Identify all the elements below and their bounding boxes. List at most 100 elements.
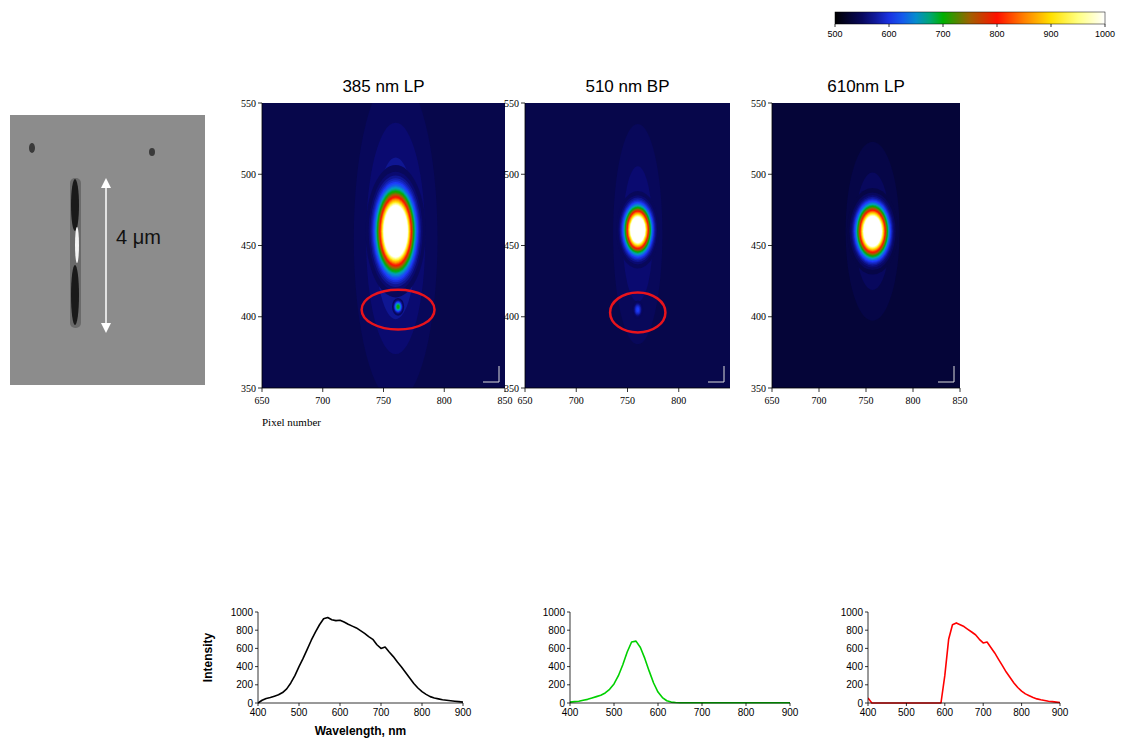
x-tick-label: 750 <box>376 395 391 406</box>
x-tick-label: 800 <box>671 395 686 406</box>
contour <box>618 195 657 264</box>
contour <box>630 216 645 243</box>
y-tick-label: 400 <box>236 661 253 672</box>
y-tick <box>768 388 772 389</box>
contour <box>630 217 645 243</box>
y-tick <box>258 174 262 175</box>
x-tick <box>983 703 984 706</box>
contour <box>372 180 418 282</box>
contour <box>861 212 884 251</box>
contour <box>376 187 416 275</box>
saturated-core <box>631 217 645 243</box>
contour <box>858 206 888 256</box>
x-axis-title: Wavelength, nm <box>315 724 407 738</box>
x-tick-label: 750 <box>859 395 874 406</box>
contour <box>855 201 890 261</box>
x-tick <box>868 703 869 706</box>
y-tick <box>567 612 570 613</box>
y-tick <box>865 666 868 667</box>
contour <box>392 298 404 316</box>
y-axis-title: Intensity <box>201 633 215 683</box>
x-tick <box>1060 703 1061 706</box>
colorbar <box>835 12 1105 24</box>
y-tick-label: 400 <box>846 661 863 672</box>
emission-spot <box>366 165 426 297</box>
contour <box>373 182 418 280</box>
y-tick-label: 400 <box>504 311 519 322</box>
scale-label: 4 μm <box>116 226 161 248</box>
contour <box>860 210 885 252</box>
y-tick-label: 1000 <box>841 607 864 618</box>
contour <box>375 185 417 278</box>
contour <box>394 301 401 312</box>
y-tick <box>258 245 262 246</box>
contour <box>625 207 650 252</box>
y-tick-label: 500 <box>751 169 766 180</box>
contour <box>628 212 648 247</box>
contour <box>379 195 412 268</box>
contour <box>623 204 652 255</box>
emission-spot <box>847 188 898 275</box>
x-axis-title: Pixel number <box>262 416 321 428</box>
contour <box>629 215 646 245</box>
contour <box>376 188 415 274</box>
y-tick <box>255 703 258 704</box>
contour <box>377 191 414 271</box>
y-tick-label: 550 <box>504 98 519 109</box>
contour <box>629 214 646 245</box>
contour <box>862 213 884 250</box>
x-tick-label: 800 <box>414 707 431 718</box>
spectrum-line <box>868 623 1060 703</box>
contour <box>623 203 652 256</box>
contour <box>377 190 414 272</box>
contour <box>375 186 416 276</box>
y-tick <box>255 666 258 667</box>
x-tick <box>444 388 445 392</box>
x-tick-label: 700 <box>975 707 992 718</box>
contour <box>383 204 408 258</box>
contour <box>855 202 889 260</box>
y-tick <box>768 174 772 175</box>
x-tick <box>262 388 263 392</box>
panel-title: 610nm LP <box>827 77 905 96</box>
y-tick <box>567 684 570 685</box>
y-tick-label: 800 <box>846 625 863 636</box>
emission-spot <box>392 298 404 316</box>
contour <box>860 210 886 253</box>
y-axis <box>570 612 571 703</box>
contour <box>858 207 886 255</box>
colorbar-tick <box>943 24 944 27</box>
x-tick <box>1021 703 1022 706</box>
y-tick-label: 800 <box>548 625 565 636</box>
contour <box>382 202 408 260</box>
y-tick <box>865 630 868 631</box>
rod-dark <box>71 265 79 325</box>
y-axis <box>258 612 259 703</box>
panel-title: 510 nm BP <box>585 77 669 96</box>
contour <box>396 303 401 310</box>
x-tick <box>570 703 571 706</box>
x-tick <box>340 703 341 706</box>
contour <box>354 103 438 388</box>
y-tick-label: 450 <box>504 240 519 251</box>
corner-mark <box>938 366 954 382</box>
emission-spot <box>632 300 643 318</box>
x-tick-label: 650 <box>765 395 780 406</box>
y-tick-label: 200 <box>236 679 253 690</box>
colorbar-tick-label: 900 <box>1043 29 1058 39</box>
contour <box>398 306 399 308</box>
contour <box>636 306 640 313</box>
x-tick-label: 600 <box>650 707 667 718</box>
contour <box>622 202 654 258</box>
contour <box>634 304 641 316</box>
contour <box>396 303 401 310</box>
contour <box>629 215 646 245</box>
contour <box>857 205 888 257</box>
image-plot <box>525 103 730 388</box>
y-tick-label: 0 <box>247 698 253 709</box>
x-tick-label: 600 <box>332 707 349 718</box>
contour <box>394 301 402 313</box>
contour <box>623 203 653 257</box>
contour <box>629 214 647 246</box>
contour <box>851 195 894 268</box>
